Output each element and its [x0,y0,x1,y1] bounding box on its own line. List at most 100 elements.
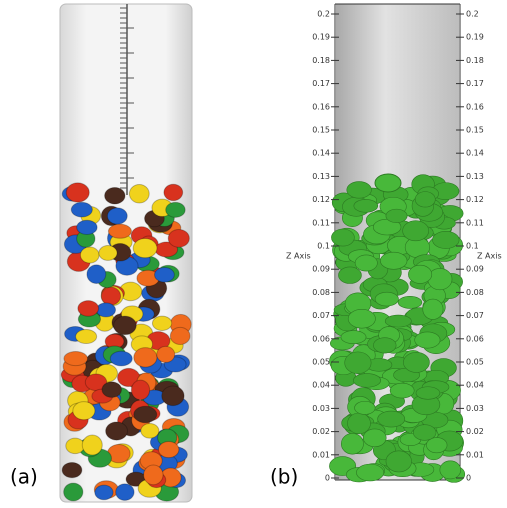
sim-candy [403,352,429,372]
sim-candy [386,209,407,223]
candy [170,327,190,344]
tick-label: 0.19 [466,33,484,42]
sim-candy [398,296,422,308]
sim-candy [338,267,361,284]
sim-candy [378,411,405,427]
sim-candy [416,387,440,400]
candy [73,402,95,420]
tick-label: 0.2 [466,10,479,19]
tick-label: 0.07 [312,311,330,320]
candy [66,438,85,453]
tick-label: 0.03 [466,404,484,413]
candy [96,303,115,317]
tick-label: 0.11 [312,218,330,227]
axis-label: Z Axis [477,252,502,261]
sim-candy [341,433,363,454]
candy [131,380,149,400]
sim-candy [390,383,414,398]
candy [107,208,127,224]
tick-label: 0.09 [466,265,484,274]
tick-label: 0.18 [312,56,330,65]
tick-label: 0.14 [466,149,484,158]
candy [152,316,171,330]
candy [155,267,175,282]
tick-label: 0.1 [317,242,330,251]
tick-label: 0.05 [312,358,330,367]
sim-candy [348,309,375,328]
tick-label: 0.03 [312,404,330,413]
candy [99,246,117,261]
sim-candy [375,174,401,192]
candy [87,265,106,284]
sim-candy [355,255,377,271]
tick-label: 0.05 [466,358,484,367]
tick-label: 0.02 [466,427,484,436]
panel-label: (a) [10,465,38,489]
tick-label: 0.17 [312,79,330,88]
candy [102,382,121,397]
candy [62,462,82,477]
candy [162,386,184,406]
tick-label: 0.13 [466,172,484,181]
candy [144,465,163,485]
tick-label: 0.06 [312,334,330,343]
candy [134,348,157,367]
tick-label: 0.16 [312,102,330,111]
sim-candy [408,265,431,283]
candy [116,484,134,500]
candy [164,184,183,200]
sim-candy [355,401,376,414]
tick-label: 0.12 [466,195,484,204]
candy [71,202,92,217]
candy [76,329,97,343]
tick-label: 0.04 [312,381,330,390]
candy [134,406,157,422]
candy [141,423,159,438]
panel-label: (b) [270,465,298,489]
candy [110,351,132,366]
tick-label: 0.15 [466,126,484,135]
sim-candy [373,338,396,353]
tick-label: 0.08 [312,288,330,297]
sim-candy [415,192,435,207]
tick-label: 0.06 [466,334,484,343]
tick-label: 0.15 [312,126,330,135]
tick-label: 0.18 [466,56,484,65]
tick-label: 0 [466,474,471,483]
candy [105,187,125,204]
candy [95,485,113,500]
sim-candy [415,332,440,348]
sim-candy [386,451,412,472]
tick-label: 0 [325,474,330,483]
tick-label: 0.19 [312,33,330,42]
sim-candy [353,374,380,388]
photo-panel [60,4,192,502]
sim-candy [363,429,386,447]
tick-label: 0.13 [312,172,330,181]
candy [80,247,99,263]
candy [66,183,89,202]
simulation-panel [329,4,464,482]
figure: (a) (b) Z Axis Z Axis 000.010.010.020.02… [0,0,507,508]
candy [114,316,137,334]
candy [64,352,88,366]
candy [82,435,102,455]
tick-label: 0.1 [466,242,479,251]
candy [64,483,83,501]
candy [166,202,185,217]
sim-candy [347,413,370,434]
tick-label: 0.07 [466,311,484,320]
tick-label: 0.14 [312,149,330,158]
tick-label: 0.01 [312,450,330,459]
sim-candy [345,352,371,374]
sim-candy [403,221,429,241]
sim-candy [375,292,398,306]
candy [129,184,149,203]
tick-label: 0.09 [312,265,330,274]
tick-label: 0.12 [312,195,330,204]
sim-candy [354,199,378,212]
tick-label: 0.01 [466,450,484,459]
candy [158,441,178,457]
tick-label: 0.08 [466,288,484,297]
tick-label: 0.2 [317,10,330,19]
